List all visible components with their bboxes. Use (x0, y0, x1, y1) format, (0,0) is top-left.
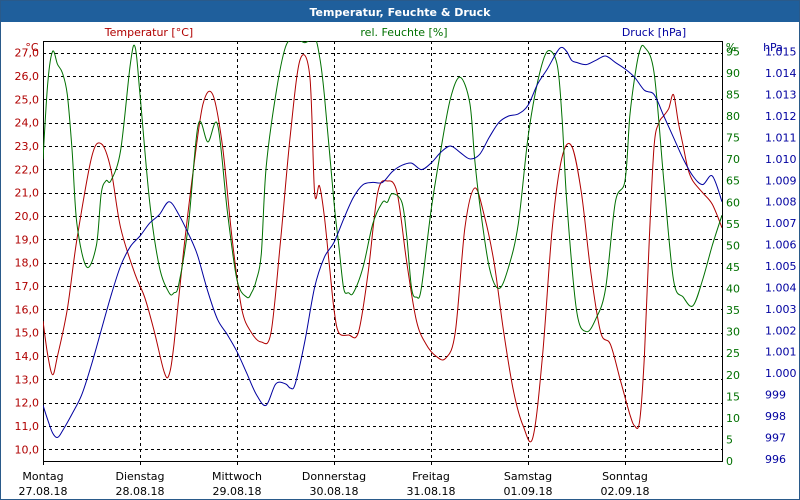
humidity-tick: 25 (726, 347, 740, 360)
x-date-label: 01.09.18 (504, 485, 553, 498)
pressure-tick: 1.009 (765, 174, 797, 187)
temperature-tick: 11,0 (15, 420, 40, 433)
temperature-tick: 17,0 (15, 280, 40, 293)
x-date-label: 29.08.18 (213, 485, 262, 498)
humidity-tick: 55 (726, 218, 740, 231)
temperature-tick: 22,0 (15, 163, 40, 176)
x-day-label: Samstag (504, 470, 552, 483)
temperature-tick: 27,0 (15, 47, 40, 60)
pressure-tick: 998 (765, 410, 786, 423)
humidity-tick: 95 (726, 45, 740, 58)
pressure-tick: 1.007 (765, 217, 797, 230)
x-date-label: 31.08.18 (407, 485, 456, 498)
pressure-tick: 1.013 (765, 89, 797, 102)
humidity-tick: 90 (726, 67, 740, 80)
humidity-tick: 85 (726, 88, 740, 101)
x-date-label: 27.08.18 (19, 485, 68, 498)
pressure-tick: 999 (765, 389, 786, 402)
humidity-tick: 15 (726, 390, 740, 403)
humidity-tick: 40 (726, 283, 740, 296)
humidity-tick: 50 (726, 239, 740, 252)
humidity-series-line (43, 41, 722, 333)
temperature-tick: 12,0 (15, 397, 40, 410)
temperature-tick: 15,0 (15, 327, 40, 340)
temperature-series-line (43, 54, 722, 443)
pressure-tick: 1.004 (765, 281, 797, 294)
pressure-series-line (43, 46, 722, 438)
pressure-tick: 1.015 (765, 46, 797, 59)
humidity-unit: % (726, 41, 736, 54)
series-lines (43, 41, 722, 443)
humidity-tick: 5 (726, 433, 733, 446)
humidity-tick: 10 (726, 412, 740, 425)
pressure-tick: 1.010 (765, 153, 797, 166)
title-bar (1, 1, 799, 22)
pressure-unit: hPa (763, 41, 783, 54)
x-day-label: Sonntag (602, 470, 648, 483)
humidity-tick: 70 (726, 153, 740, 166)
temperature-tick: 19,0 (15, 233, 40, 246)
humidity-tick: 30 (726, 326, 740, 339)
pressure-tick: 1.000 (765, 367, 797, 380)
temperature-tick: 23,0 (15, 140, 40, 153)
x-axis-labels: Montag 27.08.18 Dienstag 28.08.18 Mittwoch 29… (19, 470, 650, 498)
pressure-tick: 1.006 (765, 239, 797, 252)
humidity-tick: 0 (726, 455, 733, 468)
pressure-tick: 1.011 (765, 131, 797, 144)
temperature-tick: 21,0 (15, 187, 40, 200)
temperature-tick: 13,0 (15, 373, 40, 386)
pressure-tick: 1.012 (765, 110, 797, 123)
x-day-label: Freitag (412, 470, 450, 483)
humidity-tick: 75 (726, 132, 740, 145)
pressure-tick: 1.002 (765, 324, 797, 337)
pressure-tick: 1.005 (765, 260, 797, 273)
pressure-tick: 1.001 (765, 346, 797, 359)
humidity-axis-title: rel. Feuchte [%] (360, 26, 447, 39)
chart-title: Temperatur, Feuchte & Druck (310, 6, 492, 19)
x-date-label: 02.09.18 (601, 485, 650, 498)
x-day-label: Donnerstag (302, 470, 366, 483)
temperature-tick: 14,0 (15, 350, 40, 363)
pressure-tick: 997 (765, 431, 786, 444)
x-date-label: 30.08.18 (310, 485, 359, 498)
humidity-tick: 60 (726, 196, 740, 209)
grid (43, 41, 723, 465)
x-date-label: 28.08.18 (116, 485, 165, 498)
humidity-tick: 20 (726, 369, 740, 382)
pressure-tick: 1.014 (765, 67, 797, 80)
temperature-tick: 25,0 (15, 93, 40, 106)
plot-frame (43, 41, 723, 462)
pressure-tick: 996 (765, 453, 786, 466)
humidity-tick: 45 (726, 261, 740, 274)
pressure-axis-title: Druck [hPa] (622, 26, 686, 39)
pressure-tick: 1.008 (765, 196, 797, 209)
temperature-tick: 24,0 (15, 117, 40, 130)
temperature-tick: 10,0 (15, 443, 40, 456)
tick-labels: 10,0 11,0 12,0 13,0 14,0 15,0 16,0 17,0 18,0 19,0… (15, 45, 797, 468)
humidity-tick: 80 (726, 110, 740, 123)
x-day-label: Dienstag (115, 470, 164, 483)
temperature-unit: °C (25, 41, 39, 54)
temperature-tick: 16,0 (15, 303, 40, 316)
pressure-tick: 1.003 (765, 303, 797, 316)
humidity-tick: 65 (726, 175, 740, 188)
temperature-axis-title: Temperatur [°C] (104, 26, 193, 39)
x-day-label: Montag (22, 470, 63, 483)
temperature-tick: 26,0 (15, 70, 40, 83)
temperature-tick: 20,0 (15, 210, 40, 223)
temperature-tick: 18,0 (15, 257, 40, 270)
humidity-tick: 35 (726, 304, 740, 317)
x-day-label: Mittwoch (212, 470, 262, 483)
